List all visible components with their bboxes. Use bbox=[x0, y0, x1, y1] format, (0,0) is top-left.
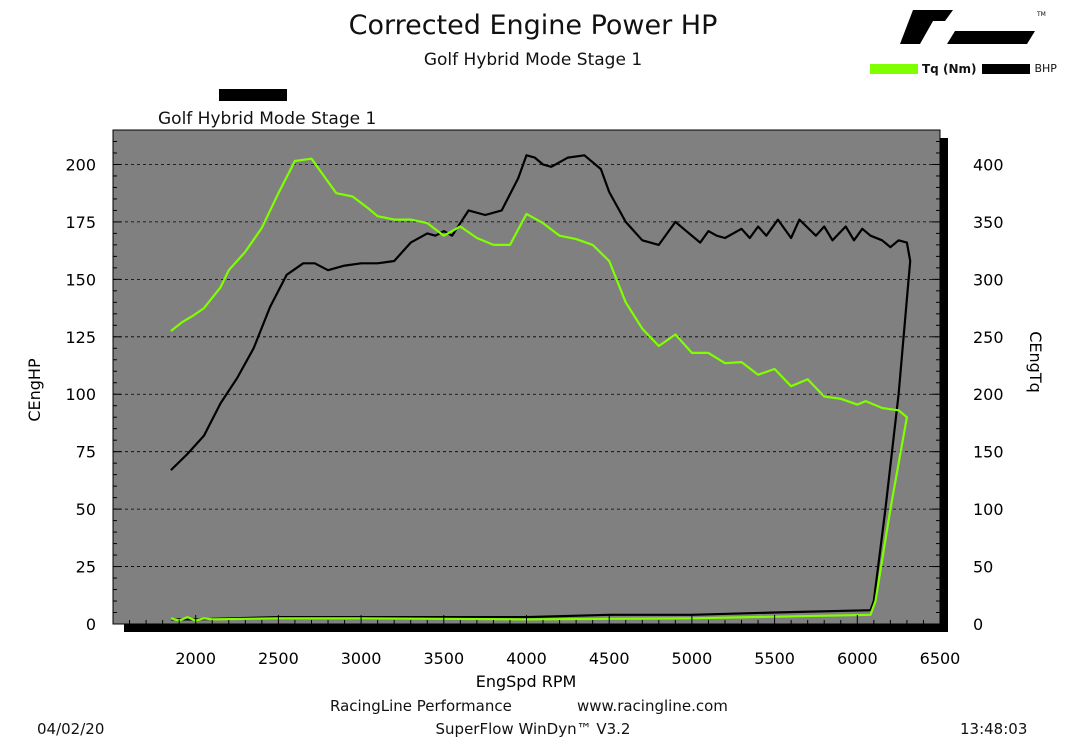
y-tick-label: 125 bbox=[65, 328, 96, 347]
y2-tick-label: 250 bbox=[973, 328, 1004, 347]
x-tick-label: 5000 bbox=[672, 649, 713, 668]
y2-tick-label: 300 bbox=[973, 270, 1004, 289]
series-line-torque bbox=[170, 157, 909, 622]
racingline-logo: TM bbox=[900, 10, 1046, 44]
x-tick-label: 5500 bbox=[754, 649, 795, 668]
x-tick-label: 6500 bbox=[920, 649, 961, 668]
y2-tick-label: 150 bbox=[973, 443, 1004, 462]
ticks: 2000 2500 3000 3500 4000 4500 5000 5500 6000 6500… bbox=[65, 140, 1004, 668]
footer-url: www.racingline.com bbox=[577, 697, 728, 715]
y2-axis-label: CEngTq bbox=[1026, 331, 1045, 393]
series-line-bhp bbox=[170, 154, 912, 621]
x-tick-label: 3000 bbox=[341, 649, 382, 668]
y-tick-label: 0 bbox=[86, 615, 96, 634]
y-tick-label: 150 bbox=[65, 270, 96, 289]
y-tick-label: 175 bbox=[65, 213, 96, 232]
x-tick-label: 3500 bbox=[423, 649, 464, 668]
y2-tick-label: 200 bbox=[973, 385, 1004, 404]
footer-time: 13:48:03 bbox=[960, 720, 1028, 738]
x-axis-label: EngSpd RPM bbox=[476, 672, 577, 691]
y2-tick-label: 50 bbox=[973, 558, 993, 577]
plot-shadow-bottom bbox=[124, 624, 948, 632]
footer-company: RacingLine Performance bbox=[330, 697, 512, 715]
y2-tick-label: 0 bbox=[973, 615, 983, 634]
x-tick-label: 4500 bbox=[589, 649, 630, 668]
legend-label-bhp: BHP bbox=[1034, 62, 1057, 75]
plot-shadow-right bbox=[940, 138, 948, 632]
y-tick-label: 50 bbox=[76, 500, 96, 519]
legend-label-torque: Tq (Nm) bbox=[922, 61, 977, 76]
svg-text:TM: TM bbox=[1036, 11, 1046, 18]
y-tick-label: 100 bbox=[65, 385, 96, 404]
y-tick-label: 25 bbox=[76, 558, 96, 577]
y2-tick-label: 400 bbox=[973, 155, 1004, 174]
footer-software: SuperFlow WinDyn™ V3.2 bbox=[435, 720, 631, 738]
x-tick-label: 6000 bbox=[837, 649, 878, 668]
legend-swatch-bhp bbox=[982, 63, 1031, 74]
chart-subtitle: Golf Hybrid Mode Stage 1 bbox=[423, 50, 643, 70]
y2-tick-label: 100 bbox=[973, 500, 1004, 519]
x-tick-label: 4000 bbox=[506, 649, 547, 668]
footer-date: 04/02/20 bbox=[37, 720, 105, 738]
y-axis-label: CEngHP bbox=[25, 358, 44, 422]
run-label: Golf Hybrid Mode Stage 1 bbox=[158, 109, 377, 129]
y2-tick-label: 350 bbox=[973, 213, 1004, 232]
legend: Tq (Nm) BHP bbox=[870, 61, 1063, 76]
legend-swatch-torque bbox=[870, 63, 918, 74]
y-tick-label: 75 bbox=[76, 443, 96, 462]
x-tick-label: 2000 bbox=[175, 649, 216, 668]
plot-area bbox=[112, 129, 941, 625]
x-tick-label: 2500 bbox=[258, 649, 299, 668]
y-tick-label: 200 bbox=[65, 155, 96, 174]
series-layer bbox=[170, 154, 912, 622]
run-swatch bbox=[219, 89, 287, 101]
chart-title: Corrected Engine Power HP bbox=[348, 10, 718, 41]
